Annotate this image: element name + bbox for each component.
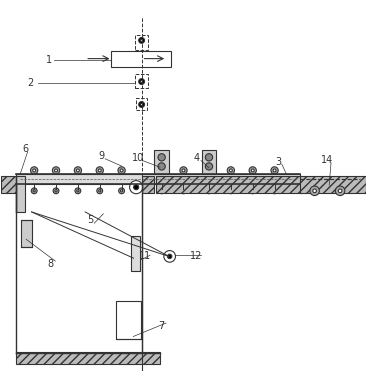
Bar xyxy=(136,98,147,110)
Bar xyxy=(1,176,16,193)
Circle shape xyxy=(52,167,60,174)
Circle shape xyxy=(273,169,276,172)
Bar xyxy=(142,176,155,193)
Circle shape xyxy=(96,167,103,174)
Circle shape xyxy=(272,188,277,194)
Circle shape xyxy=(208,190,210,192)
Circle shape xyxy=(160,190,163,192)
Circle shape xyxy=(251,169,254,172)
Text: 7: 7 xyxy=(159,321,165,331)
Circle shape xyxy=(160,169,163,172)
Circle shape xyxy=(206,188,212,194)
Circle shape xyxy=(208,169,210,172)
Circle shape xyxy=(271,167,278,174)
Circle shape xyxy=(313,189,316,193)
Circle shape xyxy=(120,190,123,192)
Circle shape xyxy=(76,169,79,172)
Circle shape xyxy=(33,169,36,172)
Circle shape xyxy=(139,102,145,107)
Circle shape xyxy=(338,189,342,193)
Circle shape xyxy=(130,181,143,194)
Text: 4: 4 xyxy=(193,153,199,163)
Circle shape xyxy=(181,188,186,194)
Text: 5: 5 xyxy=(87,215,94,225)
Circle shape xyxy=(119,188,124,194)
Circle shape xyxy=(99,190,101,192)
Circle shape xyxy=(273,190,276,192)
Circle shape xyxy=(335,186,345,195)
Bar xyxy=(16,175,25,212)
Circle shape xyxy=(139,37,145,43)
Bar xyxy=(155,150,169,174)
Circle shape xyxy=(227,167,235,174)
Circle shape xyxy=(249,167,256,174)
Circle shape xyxy=(180,167,187,174)
Circle shape xyxy=(252,190,254,192)
Text: 6: 6 xyxy=(22,144,28,154)
Text: 8: 8 xyxy=(47,259,54,269)
Circle shape xyxy=(206,167,212,174)
Circle shape xyxy=(141,104,143,105)
Circle shape xyxy=(31,188,37,194)
Bar xyxy=(116,301,141,339)
Circle shape xyxy=(120,169,123,172)
Circle shape xyxy=(33,190,35,192)
Circle shape xyxy=(134,184,139,190)
Circle shape xyxy=(55,169,58,172)
Bar xyxy=(16,352,160,364)
Text: 2: 2 xyxy=(28,78,34,88)
Text: 12: 12 xyxy=(190,251,203,261)
Circle shape xyxy=(158,154,165,161)
Text: 1: 1 xyxy=(46,55,52,65)
Circle shape xyxy=(141,81,143,83)
Circle shape xyxy=(74,167,81,174)
Bar xyxy=(156,176,302,193)
Circle shape xyxy=(310,186,319,195)
Bar xyxy=(21,220,32,247)
Circle shape xyxy=(158,163,165,170)
Circle shape xyxy=(167,254,172,259)
Circle shape xyxy=(206,163,212,170)
Bar xyxy=(131,236,140,271)
Circle shape xyxy=(158,167,165,174)
Bar xyxy=(111,51,171,67)
Circle shape xyxy=(53,188,59,194)
Circle shape xyxy=(75,188,81,194)
Text: 11: 11 xyxy=(139,251,151,261)
Circle shape xyxy=(118,167,125,174)
Text: 14: 14 xyxy=(321,155,334,165)
Text: 3: 3 xyxy=(275,157,281,167)
Bar xyxy=(135,34,148,50)
Bar xyxy=(16,174,300,184)
Circle shape xyxy=(182,190,185,192)
Circle shape xyxy=(228,188,234,194)
Circle shape xyxy=(98,169,101,172)
Bar xyxy=(135,74,148,88)
Text: 10: 10 xyxy=(132,153,144,163)
Circle shape xyxy=(30,167,38,174)
Circle shape xyxy=(164,251,175,262)
Circle shape xyxy=(77,190,79,192)
Circle shape xyxy=(97,188,103,194)
Circle shape xyxy=(250,188,256,194)
Circle shape xyxy=(229,169,232,172)
Bar xyxy=(202,150,216,174)
Circle shape xyxy=(230,190,232,192)
Bar xyxy=(300,176,366,193)
Circle shape xyxy=(55,190,57,192)
Circle shape xyxy=(141,39,143,42)
Circle shape xyxy=(139,79,145,84)
Circle shape xyxy=(159,188,164,194)
Text: 9: 9 xyxy=(98,151,105,161)
Circle shape xyxy=(182,169,185,172)
Circle shape xyxy=(206,154,212,161)
